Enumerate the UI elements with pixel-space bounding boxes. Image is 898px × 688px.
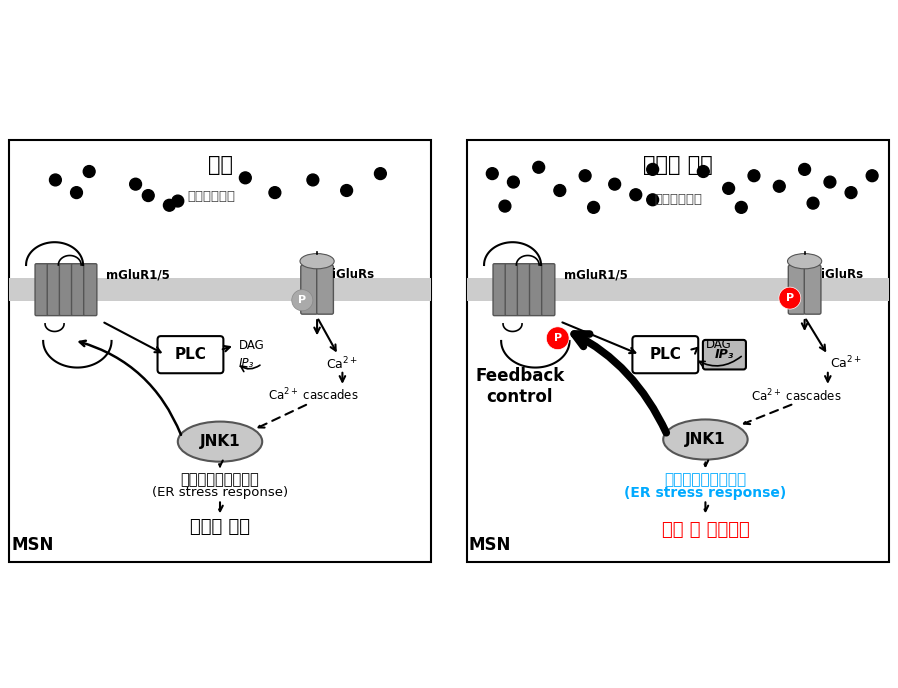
Circle shape [698,166,709,178]
Circle shape [49,174,61,186]
Text: 글루타메이트: 글루타메이트 [654,193,702,206]
FancyBboxPatch shape [493,264,506,316]
Circle shape [374,168,386,180]
Circle shape [292,290,313,311]
FancyBboxPatch shape [632,336,699,374]
Circle shape [647,164,658,175]
Ellipse shape [788,254,822,269]
Text: DAG: DAG [706,338,731,351]
Circle shape [807,197,819,209]
FancyBboxPatch shape [301,265,317,314]
FancyBboxPatch shape [157,336,224,374]
Circle shape [84,166,95,178]
Circle shape [735,202,747,213]
FancyBboxPatch shape [805,265,821,314]
Text: IP₃: IP₃ [715,348,734,361]
Circle shape [269,186,281,199]
FancyBboxPatch shape [9,140,431,562]
Text: Ca$^{2+}$: Ca$^{2+}$ [326,355,358,372]
Circle shape [340,184,353,196]
Text: Feedback
control: Feedback control [475,367,564,406]
Circle shape [647,194,658,206]
FancyBboxPatch shape [9,278,431,301]
Ellipse shape [300,254,334,269]
FancyBboxPatch shape [467,278,889,301]
Text: iGluRs: iGluRs [822,268,864,281]
Circle shape [487,168,498,180]
Circle shape [499,200,511,212]
Text: 소포체스트레스반응: 소포체스트레스반응 [180,472,260,487]
Circle shape [129,178,142,190]
Text: MSN: MSN [11,536,53,554]
Text: PLC: PLC [174,347,207,362]
Text: mGluR1/5: mGluR1/5 [106,268,170,281]
FancyBboxPatch shape [506,264,518,316]
Text: JNK1: JNK1 [685,432,726,447]
Circle shape [172,195,184,207]
Circle shape [143,190,154,202]
Ellipse shape [664,420,748,460]
Text: 항상성 유지: 항상성 유지 [190,518,250,537]
Circle shape [723,182,735,194]
Circle shape [629,189,642,201]
Text: 글루타메이트: 글루타메이트 [188,191,235,204]
FancyBboxPatch shape [72,264,84,316]
Text: iGluRs: iGluRs [332,268,374,281]
Text: Ca$^{2+}$ cascades: Ca$^{2+}$ cascades [751,388,841,405]
Circle shape [845,186,857,199]
Text: 정상: 정상 [207,155,233,175]
Circle shape [609,178,621,190]
Text: MSN: MSN [469,536,511,554]
FancyBboxPatch shape [48,264,60,316]
Circle shape [533,162,544,173]
Circle shape [779,287,801,309]
Circle shape [307,174,319,186]
Circle shape [546,327,569,350]
Circle shape [773,180,785,192]
Circle shape [579,170,591,182]
Text: IP₃: IP₃ [239,357,254,370]
Circle shape [71,186,83,199]
Text: JNK1: JNK1 [199,434,241,449]
FancyBboxPatch shape [467,140,889,562]
Text: 코카인 중독: 코카인 중독 [643,155,713,175]
Circle shape [240,172,251,184]
FancyBboxPatch shape [703,340,746,369]
Text: DAG: DAG [239,339,265,352]
Ellipse shape [178,422,262,462]
Text: mGluR1/5: mGluR1/5 [564,268,628,281]
Circle shape [748,170,760,182]
Text: P: P [786,293,794,303]
Circle shape [798,164,811,175]
FancyBboxPatch shape [317,265,333,314]
Circle shape [587,202,600,213]
FancyBboxPatch shape [84,264,97,316]
Circle shape [163,200,175,211]
Text: P: P [554,333,562,343]
Circle shape [824,176,836,188]
Circle shape [507,176,519,188]
Text: PLC: PLC [649,347,682,362]
Text: (ER stress response): (ER stress response) [152,486,288,499]
Text: 소포체스트레스반응: 소포체스트레스반응 [665,472,746,487]
FancyBboxPatch shape [530,264,542,316]
Text: 정신 및 행동장애: 정신 및 행동장애 [662,522,749,539]
FancyBboxPatch shape [35,264,48,316]
Text: Ca$^{2+}$ cascades: Ca$^{2+}$ cascades [268,387,358,403]
Circle shape [554,184,566,196]
Text: (ER stress response): (ER stress response) [624,486,787,500]
Text: P: P [298,295,306,305]
FancyBboxPatch shape [541,264,555,316]
FancyBboxPatch shape [59,264,73,316]
Text: Ca$^{2+}$: Ca$^{2+}$ [830,354,862,371]
Circle shape [867,170,878,182]
FancyBboxPatch shape [788,265,805,314]
FancyBboxPatch shape [517,264,531,316]
